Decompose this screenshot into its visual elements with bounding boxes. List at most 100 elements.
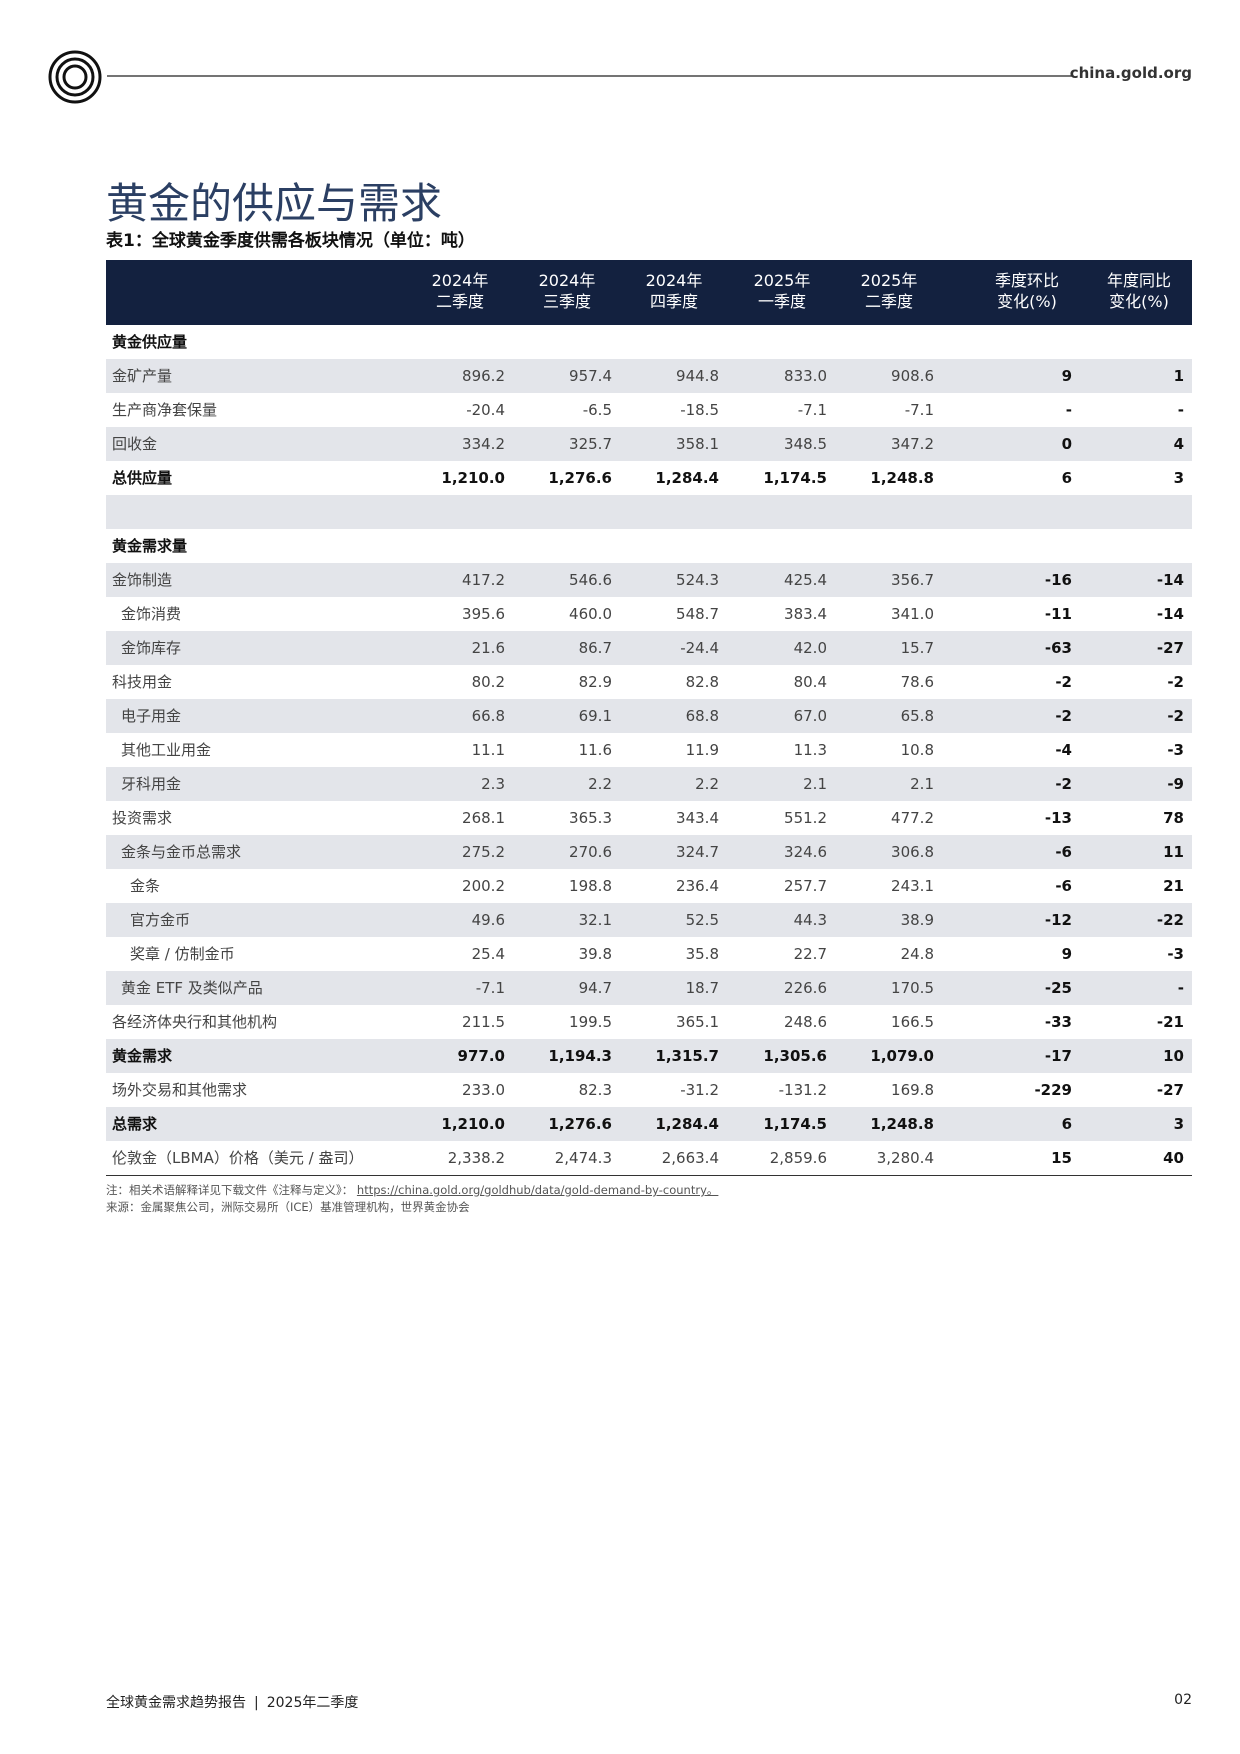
report-period: 2025年二季度 <box>266 1695 359 1711</box>
cell-value: 2.1 <box>910 775 934 793</box>
cell-value: 80.4 <box>793 673 827 691</box>
table-row: 黄金需求量 <box>106 529 1192 563</box>
cell-value: 82.9 <box>578 673 612 691</box>
cell-value: 35.8 <box>685 945 719 963</box>
cell-value: 306.8 <box>891 843 934 861</box>
row-label: 金条 <box>130 877 161 895</box>
cell-value: 395.6 <box>462 605 505 623</box>
cell-value: 334.2 <box>462 435 505 453</box>
cell-value: -12 <box>1044 911 1072 929</box>
cell-value: 460.0 <box>569 605 612 623</box>
cell-value: 25.4 <box>471 945 505 963</box>
cell-value: 908.6 <box>891 367 934 385</box>
cell-value: 1,284.4 <box>655 1115 719 1133</box>
logo <box>62 64 88 90</box>
column-header-line: 2024年 <box>538 271 596 290</box>
cell-value: -24.4 <box>680 639 719 657</box>
cell-value: 21 <box>1163 877 1184 895</box>
row-label: 回收金 <box>112 435 158 453</box>
table-row: 回收金 334.2 325.7 358.1 348.5 347.2 0 4 <box>106 427 1192 461</box>
cell-value: 548.7 <box>676 605 719 623</box>
logo <box>55 57 95 97</box>
cell-value: 957.4 <box>569 367 612 385</box>
cell-value: 9 <box>1061 945 1072 963</box>
column-header-line: 二季度 <box>864 292 913 311</box>
cell-value: -16 <box>1044 571 1072 589</box>
column-header-line: 变化(%) <box>1109 292 1169 311</box>
note-link[interactable]: https://china.gold.org/goldhub/data/gold… <box>356 1183 719 1197</box>
row-label: 奖章 / 仿制金币 <box>130 945 235 963</box>
cell-value: 325.7 <box>569 435 612 453</box>
table-row: 奖章 / 仿制金币 25.4 39.8 35.8 22.7 24.8 9 -3 <box>106 937 1192 971</box>
row-label: 黄金需求量 <box>112 537 188 555</box>
column-header-line: 2025年 <box>753 271 811 290</box>
cell-value: 243.1 <box>891 877 934 895</box>
cell-value: 69.1 <box>578 707 612 725</box>
row-label: 黄金供应量 <box>112 333 188 351</box>
cell-value: -14 <box>1156 571 1184 589</box>
cell-value: 324.6 <box>784 843 827 861</box>
row-label: 总需求 <box>112 1115 158 1133</box>
cell-value: 42.0 <box>793 639 827 657</box>
cell-value: -229 <box>1034 1081 1072 1099</box>
cell-value: 78.6 <box>900 673 934 691</box>
table-row: 投资需求 268.1 365.3 343.4 551.2 477.2 -13 78 <box>106 801 1192 835</box>
cell-value: 944.8 <box>676 367 719 385</box>
table-row: 生产商净套保量 -20.4 -6.5 -18.5 -7.1 -7.1 - - <box>106 393 1192 427</box>
column-header: 年度同比 变化(%) <box>1094 270 1184 312</box>
cell-value: 365.3 <box>569 809 612 827</box>
cell-value: 2.2 <box>695 775 719 793</box>
cell-value: -131.2 <box>778 1081 827 1099</box>
cell-value: 82.3 <box>578 1081 612 1099</box>
cell-value: -63 <box>1044 639 1072 657</box>
cell-value: 78 <box>1163 809 1184 827</box>
table-row: 总需求 1,210.0 1,276.6 1,284.4 1,174.5 1,248.8 6 3 <box>106 1107 1192 1141</box>
cell-value: 1,079.0 <box>870 1047 934 1065</box>
row-label: 生产商净套保量 <box>112 401 218 419</box>
cell-value: 15.7 <box>900 639 934 657</box>
cell-value: -13 <box>1044 809 1072 827</box>
row-label: 电子用金 <box>121 707 182 725</box>
cell-value: -18.5 <box>680 401 719 419</box>
row-label: 金饰制造 <box>112 571 173 589</box>
cell-value: 6 <box>1061 469 1072 487</box>
table-row: 金饰制造 417.2 546.6 524.3 425.4 356.7 -16 -14 <box>106 563 1192 597</box>
row-label: 官方金币 <box>130 911 191 929</box>
cell-value: 2.1 <box>803 775 827 793</box>
cell-value: 11 <box>1163 843 1184 861</box>
cell-value: 2,474.3 <box>554 1149 612 1167</box>
cell-value: 4 <box>1173 435 1184 453</box>
table-row: 场外交易和其他需求 233.0 82.3 -31.2 -131.2 169.8 -229 -2… <box>106 1073 1192 1107</box>
cell-value: -2 <box>1167 707 1184 725</box>
page-number: 02 <box>1174 1692 1192 1708</box>
cell-value: -3 <box>1167 945 1184 963</box>
cell-value: -6 <box>1055 843 1072 861</box>
row-label: 各经济体央行和其他机构 <box>112 1013 278 1031</box>
table-row: 牙科用金 2.3 2.2 2.2 2.1 2.1 -2 -9 <box>106 767 1192 801</box>
cell-value: 546.6 <box>569 571 612 589</box>
cell-value: 39.8 <box>578 945 612 963</box>
cell-value: 977.0 <box>457 1047 505 1065</box>
cell-value: -2 <box>1055 707 1072 725</box>
cell-value: 2,859.6 <box>769 1149 827 1167</box>
row-label: 黄金 ETF 及类似产品 <box>121 979 263 997</box>
cell-value: 275.2 <box>462 843 505 861</box>
cell-value: 10.8 <box>900 741 934 759</box>
cell-value: 68.8 <box>685 707 719 725</box>
table-row: 电子用金 66.8 69.1 68.8 67.0 65.8 -2 -2 <box>106 699 1192 733</box>
cell-value: 524.3 <box>676 571 719 589</box>
cell-value: 1,174.5 <box>763 469 827 487</box>
cell-value: 233.0 <box>462 1081 505 1099</box>
cell-value: 1,276.6 <box>548 1115 612 1133</box>
cell-value: 166.5 <box>891 1013 934 1031</box>
cell-value: 94.7 <box>578 979 612 997</box>
cell-value: 169.8 <box>891 1081 934 1099</box>
cell-value: -11 <box>1044 605 1072 623</box>
cell-value: 15 <box>1051 1149 1072 1167</box>
table-header: 2024年 二季度 2024年 三季度 2024年 四季度 2025年 一季度 2025年 二季度… <box>106 260 1192 325</box>
table-row: 各经济体央行和其他机构 211.5 199.5 365.1 248.6 166.5 -33 -… <box>106 1005 1192 1039</box>
cell-value: 2,338.2 <box>447 1149 505 1167</box>
cell-value: 9 <box>1061 367 1072 385</box>
site-url[interactable]: china.gold.org <box>1069 64 1192 82</box>
